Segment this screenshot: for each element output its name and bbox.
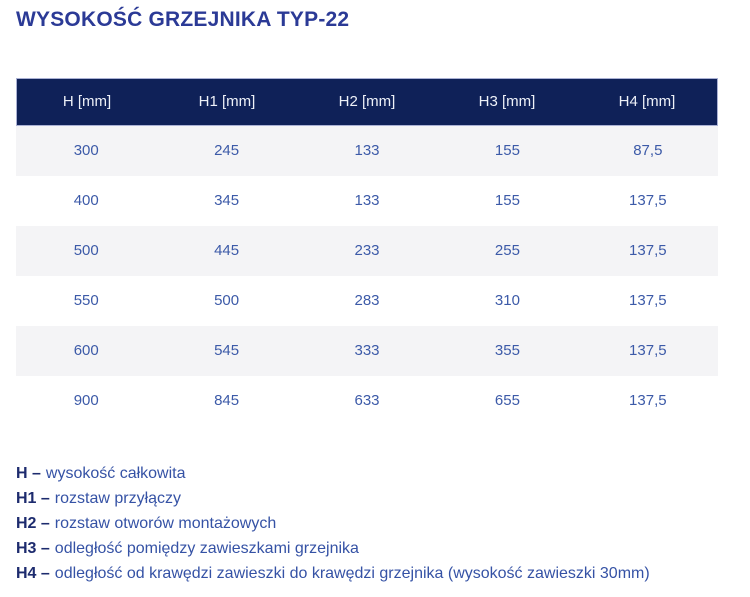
page-title: WYSOKOŚĆ GRZEJNIKA TYP-22	[16, 8, 350, 31]
table-cell: 400	[73, 192, 99, 209]
table-cell: 283	[354, 292, 380, 309]
legend-term: H4 –	[16, 565, 50, 582]
legend-item-h2: H2 – rozstaw otworów montażowych	[16, 511, 650, 536]
table-cell: 333	[354, 342, 380, 359]
table-cell: 900	[73, 392, 99, 409]
table-row: 600 545 333 355 137,5	[16, 326, 718, 376]
table-row: 900 845 633 655 137,5	[16, 376, 718, 426]
table-cell: 300	[73, 142, 99, 159]
legend-term: H2 –	[16, 515, 50, 532]
table-cell: 545	[214, 342, 240, 359]
table-cell: 600	[73, 342, 99, 359]
table-cell: 500	[73, 242, 99, 259]
table-cell: 445	[214, 242, 240, 259]
legend-term: H1 –	[16, 490, 50, 507]
table-cell: 137,5	[629, 292, 667, 309]
column-header-h: H [mm]	[62, 93, 112, 110]
legend-description: odległość pomiędzy zawieszkami grzejnika	[54, 540, 359, 557]
table-row: 300 245 133 155 87,5	[16, 126, 718, 176]
table-header-row: H [mm] H1 [mm] H2 [mm] H3 [mm] H4 [mm]	[16, 78, 718, 126]
table-cell: 345	[214, 192, 240, 209]
legend-description: odległość od krawędzi zawieszki do krawę…	[54, 565, 650, 582]
table-row: 500 445 233 255 137,5	[16, 226, 718, 276]
legend-item-h4: H4 – odległość od krawędzi zawieszki do k…	[16, 561, 650, 586]
table-cell: 137,5	[629, 392, 667, 409]
table-cell: 155	[494, 192, 520, 209]
legend-item-h3: H3 – odległość pomiędzy zawieszkami grzej…	[16, 536, 650, 561]
radiator-height-table: H [mm] H1 [mm] H2 [mm] H3 [mm] H4 [mm] 3…	[16, 78, 718, 426]
table-cell: 633	[354, 392, 380, 409]
table-cell: 137,5	[629, 342, 667, 359]
table-row: 550 500 283 310 137,5	[16, 276, 718, 326]
table-cell: 233	[354, 242, 380, 259]
legend-description: rozstaw przyłączy	[54, 490, 182, 507]
dimension-legend: H – wysokość całkowita H1 – rozstaw przyłą…	[16, 461, 650, 586]
table-cell: 845	[214, 392, 240, 409]
table-cell: 155	[494, 142, 520, 159]
legend-term: H3 –	[16, 540, 50, 557]
table-cell: 133	[354, 142, 380, 159]
legend-description: rozstaw otworów montażowych	[54, 515, 277, 532]
table-cell: 655	[494, 392, 520, 409]
legend-term: H –	[16, 465, 41, 482]
column-header-h2: H2 [mm]	[338, 93, 396, 110]
table-cell: 500	[214, 292, 240, 309]
column-header-h3: H3 [mm]	[478, 93, 536, 110]
column-header-h4: H4 [mm]	[618, 93, 676, 110]
table-cell: 355	[494, 342, 520, 359]
legend-item-h1: H1 – rozstaw przyłączy	[16, 486, 650, 511]
table-cell: 550	[73, 292, 99, 309]
legend-item-h: H – wysokość całkowita	[16, 461, 650, 486]
table-cell: 133	[354, 192, 380, 209]
table-cell: 310	[494, 292, 520, 309]
table-cell: 255	[494, 242, 520, 259]
table-cell: 137,5	[629, 242, 667, 259]
table-cell: 87,5	[633, 142, 663, 159]
table-cell: 137,5	[629, 192, 667, 209]
column-header-h1: H1 [mm]	[198, 93, 256, 110]
table-cell: 245	[214, 142, 240, 159]
legend-description: wysokość całkowita	[45, 465, 186, 482]
table-row: 400 345 133 155 137,5	[16, 176, 718, 226]
